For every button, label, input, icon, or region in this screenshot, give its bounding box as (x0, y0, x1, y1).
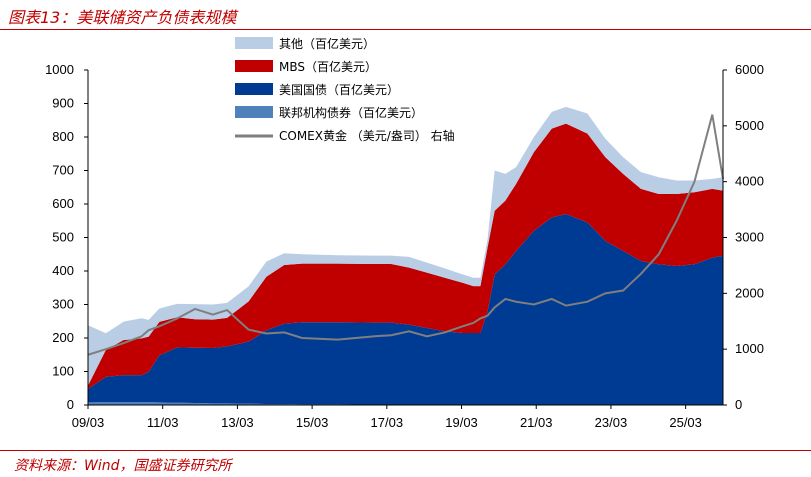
y-right-tick-label: 5000 (735, 118, 764, 133)
y-left-tick-label: 800 (52, 129, 74, 144)
y-right-tick-label: 1000 (735, 341, 764, 356)
y-left-tick-label: 100 (52, 364, 74, 379)
y-left-tick-label: 1000 (45, 62, 74, 77)
y-right-tick-label: 3000 (735, 230, 764, 245)
legend-label: MBS（百亿美元） (279, 59, 377, 74)
x-tick-label: 17/03 (371, 415, 404, 430)
x-tick-label: 21/03 (520, 415, 553, 430)
legend-swatch (235, 83, 273, 95)
y-right-tick-label: 4000 (735, 174, 764, 189)
area-series-2 (88, 123, 723, 389)
legend-label: COMEX黄金 （美元/盎司） 右轴 (279, 128, 455, 143)
y-left-tick-label: 0 (67, 397, 74, 412)
x-tick-label: 23/03 (595, 415, 628, 430)
area-series-0 (88, 401, 723, 405)
y-right-tick-label: 6000 (735, 62, 764, 77)
y-left-tick-label: 500 (52, 230, 74, 245)
legend-swatch (235, 60, 273, 72)
axes: 0 100 200 300 400 500 600 700 800 900 1000 0 1000 200… (45, 62, 764, 430)
x-tick-label: 15/03 (296, 415, 329, 430)
y-left-tick-label: 700 (52, 163, 74, 178)
x-tick-label: 09/03 (72, 415, 105, 430)
gold-price-series (87, 114, 724, 356)
y-left-tick-label: 400 (52, 263, 74, 278)
legend-label: 联邦机构债券（百亿美元） (279, 105, 423, 120)
y-right-tick-label: 2000 (735, 285, 764, 300)
x-tick-label: 19/03 (445, 415, 478, 430)
x-tick-label: 25/03 (669, 415, 702, 430)
area-series-1 (88, 214, 723, 405)
legend-label: 美国国债（百亿美元） (279, 82, 399, 97)
y-left-tick-label: 200 (52, 330, 74, 345)
stacked-areas (88, 106, 723, 405)
source-rule (0, 450, 811, 451)
figure-source: 资料来源：Wind，国盛证券研究所 (14, 458, 232, 474)
y-right-tick-label: 0 (735, 397, 742, 412)
legend-swatch (235, 106, 273, 118)
legend: 其他（百亿美元） MBS（百亿美元） 美国国债（百亿美元） 联邦机构债券（百亿美元） C… (235, 36, 455, 143)
figure-title: 图表13：美联储资产负债表规模 (8, 8, 237, 27)
gold-line (87, 114, 724, 356)
y-left-tick-label: 300 (52, 297, 74, 312)
y-left-tick-label: 900 (52, 96, 74, 111)
y-left-tick-label: 600 (52, 196, 74, 211)
legend-label: 其他（百亿美元） (279, 36, 375, 51)
x-tick-label: 11/03 (147, 415, 179, 430)
title-rule (0, 29, 811, 30)
legend-swatch (235, 37, 273, 49)
x-tick-label: 13/03 (221, 415, 254, 430)
